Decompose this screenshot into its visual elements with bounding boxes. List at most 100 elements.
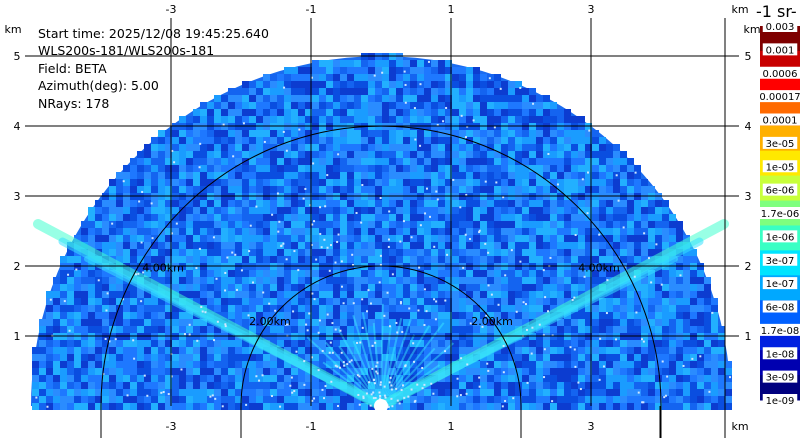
data-cell <box>592 151 599 158</box>
data-cell <box>529 361 536 368</box>
data-cell <box>186 340 193 347</box>
data-cell <box>711 361 718 368</box>
data-cell <box>270 116 277 123</box>
data-cell <box>214 298 221 305</box>
data-cell <box>571 130 578 137</box>
data-cell <box>319 151 326 158</box>
data-cell <box>249 81 256 88</box>
noise-dot <box>623 265 626 268</box>
data-cell <box>116 382 123 389</box>
data-cell <box>438 207 445 214</box>
data-cell <box>305 319 312 326</box>
data-cell <box>116 242 123 249</box>
data-cell <box>312 312 319 319</box>
data-cell <box>151 305 158 312</box>
noise-dot <box>460 357 463 360</box>
data-cell <box>711 354 718 361</box>
data-cell <box>494 235 501 242</box>
data-cell <box>165 284 172 291</box>
data-cell <box>368 312 375 319</box>
data-cell <box>298 326 305 333</box>
data-cell <box>648 354 655 361</box>
data-cell <box>480 207 487 214</box>
data-cell <box>431 403 438 410</box>
data-cell <box>480 228 487 235</box>
data-cell <box>207 403 214 410</box>
noise-dot <box>390 397 393 400</box>
data-cell <box>123 186 130 193</box>
data-cell <box>592 361 599 368</box>
data-cell <box>312 165 319 172</box>
noise-dot <box>634 171 637 174</box>
noise-dot <box>647 257 650 260</box>
data-cell <box>291 382 298 389</box>
data-cell <box>515 249 522 256</box>
data-cell <box>263 88 270 95</box>
data-cell <box>648 340 655 347</box>
noise-dot <box>108 340 111 343</box>
data-cell <box>368 347 375 354</box>
data-cell <box>662 396 669 403</box>
data-cell <box>508 326 515 333</box>
data-cell <box>256 291 263 298</box>
data-cell <box>116 284 123 291</box>
data-cell <box>606 319 613 326</box>
data-cell <box>410 368 417 375</box>
noise-dot <box>434 318 437 321</box>
data-cell <box>235 403 242 410</box>
data-cell <box>221 284 228 291</box>
data-cell <box>249 270 256 277</box>
data-cell <box>501 277 508 284</box>
data-cell <box>480 277 487 284</box>
data-cell <box>508 95 515 102</box>
data-cell <box>445 228 452 235</box>
data-cell <box>585 375 592 382</box>
data-cell <box>249 207 256 214</box>
data-cell <box>193 158 200 165</box>
noise-dot <box>369 404 372 407</box>
data-cell <box>109 298 116 305</box>
data-cell <box>501 354 508 361</box>
data-cell <box>235 109 242 116</box>
data-cell <box>592 242 599 249</box>
data-cell <box>438 67 445 74</box>
data-cell <box>291 389 298 396</box>
data-cell <box>473 396 480 403</box>
data-cell <box>662 382 669 389</box>
data-cell <box>669 382 676 389</box>
data-cell <box>179 256 186 263</box>
data-cell <box>564 347 571 354</box>
data-cell <box>291 396 298 403</box>
data-cell <box>361 277 368 284</box>
data-cell <box>291 158 298 165</box>
data-cell <box>459 242 466 249</box>
noise-dot <box>389 376 392 379</box>
data-cell <box>417 67 424 74</box>
data-cell <box>319 256 326 263</box>
data-cell <box>578 361 585 368</box>
data-cell <box>109 396 116 403</box>
data-cell <box>228 298 235 305</box>
data-cell <box>151 214 158 221</box>
data-cell <box>662 340 669 347</box>
noise-dot <box>711 311 714 314</box>
data-cell <box>522 389 529 396</box>
data-cell <box>207 326 214 333</box>
data-cell <box>172 270 179 277</box>
data-cell <box>326 207 333 214</box>
noise-dot <box>387 238 390 241</box>
data-cell <box>361 312 368 319</box>
data-cell <box>193 284 200 291</box>
data-cell <box>557 298 564 305</box>
data-cell <box>249 354 256 361</box>
data-cell <box>403 179 410 186</box>
data-cell <box>368 130 375 137</box>
noise-dot <box>279 405 282 408</box>
data-cell <box>347 200 354 207</box>
data-cell <box>312 298 319 305</box>
data-cell <box>459 389 466 396</box>
data-cell <box>235 368 242 375</box>
data-cell <box>39 326 46 333</box>
data-cell <box>193 242 200 249</box>
data-cell <box>179 277 186 284</box>
